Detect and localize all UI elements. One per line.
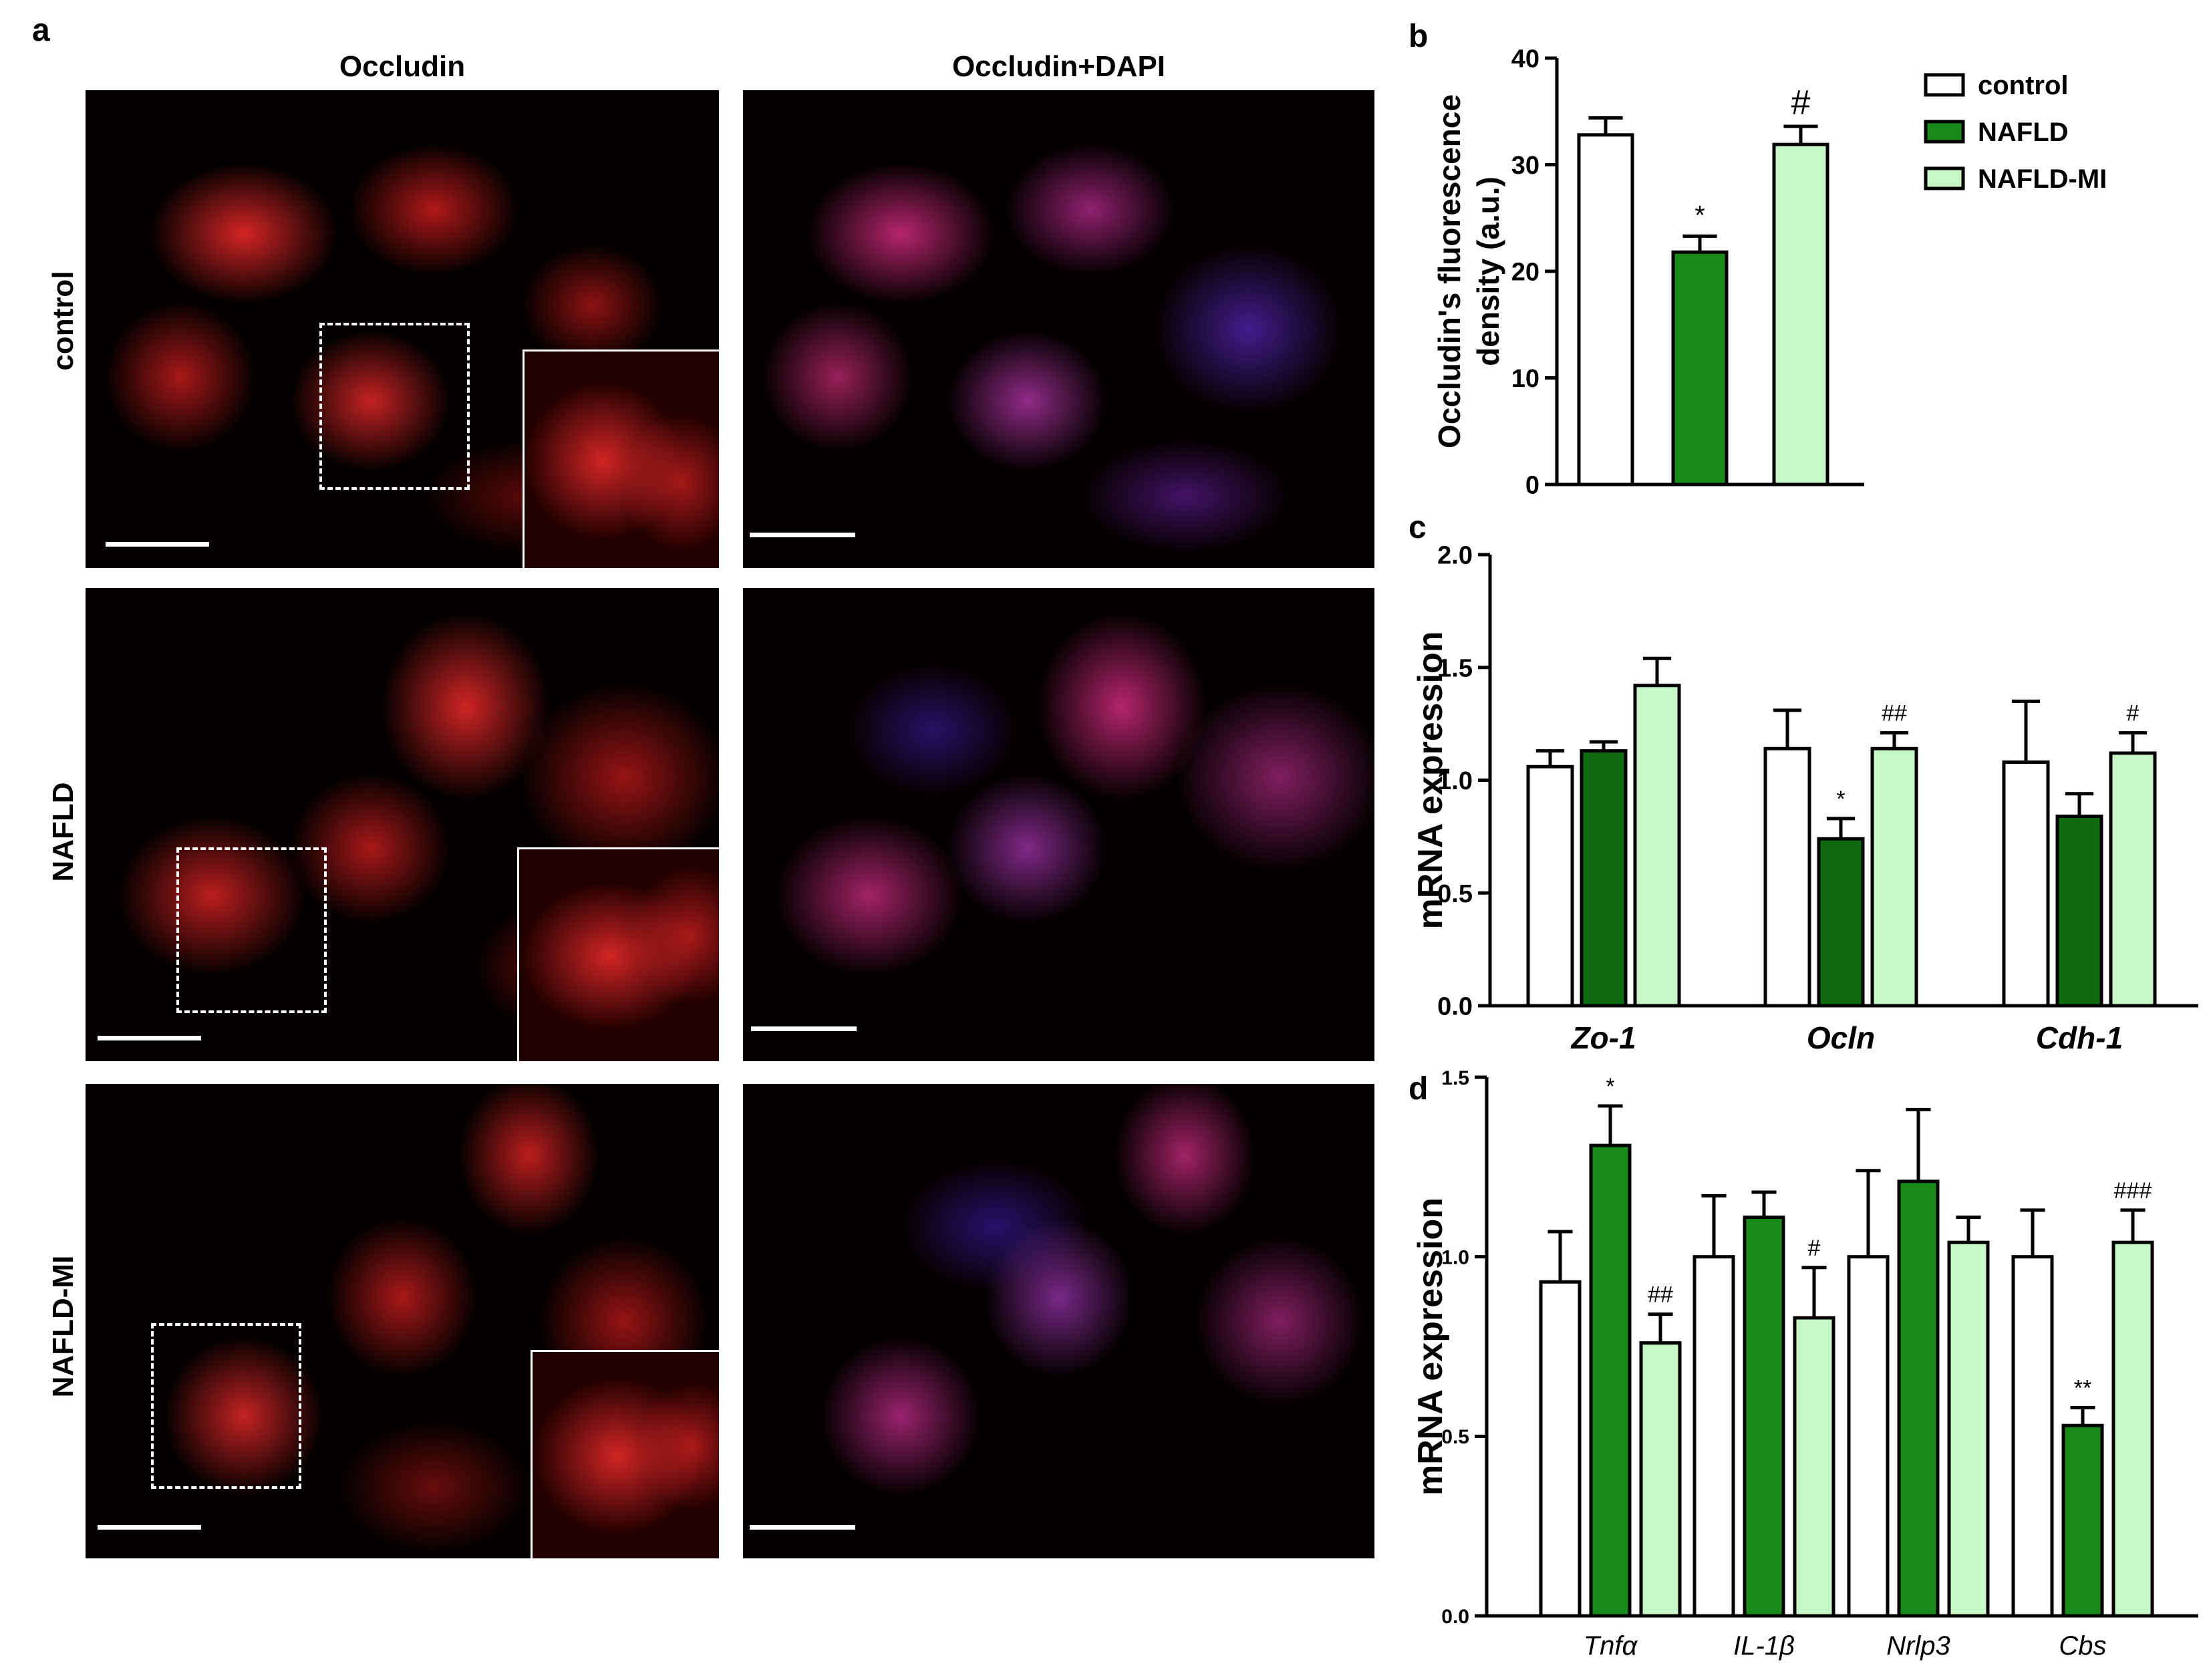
- significance-label: #: [1808, 1236, 1821, 1261]
- bar: [2011, 1255, 2054, 1618]
- legend-swatch-nafld: [1924, 120, 1965, 144]
- significance-label: **: [2074, 1375, 2091, 1401]
- scale-bar: [98, 1525, 201, 1530]
- bar: [1526, 764, 1574, 1008]
- bar: [1577, 133, 1634, 486]
- significance-label: ##: [1882, 701, 1907, 726]
- y-tick-label: 1.0: [1437, 767, 1473, 795]
- y-tick-label: 0.0: [1437, 993, 1473, 1021]
- y-tick-label: 30: [1511, 152, 1539, 180]
- panel-letter-a: a: [32, 13, 50, 48]
- category-label: Zo-1: [1570, 1020, 1636, 1055]
- category-label: Cdh-1: [2036, 1020, 2123, 1055]
- micrograph-control-occludin: [86, 90, 719, 568]
- micrograph-control-occludin-dapi: [743, 90, 1374, 568]
- legend-label-control: control: [1978, 71, 2069, 100]
- significance-label: *: [1695, 200, 1705, 230]
- category-label: IL-1β: [1733, 1631, 1795, 1661]
- legend-label-nafld: NAFLD: [1978, 118, 2069, 147]
- zoom-inset: [517, 847, 719, 1061]
- y-tick-label: 10: [1511, 365, 1539, 393]
- micrograph-nafld-occludin-dapi: [743, 588, 1374, 1061]
- roi-box: [319, 323, 470, 490]
- y-tick-label: 2.0: [1437, 542, 1473, 570]
- bar: [1639, 1341, 1682, 1618]
- bar: [1589, 1143, 1632, 1618]
- y-tick-label: 0.5: [1441, 1426, 1469, 1448]
- bar: [1817, 837, 1865, 1008]
- y-axis-label: mRNA expression: [1411, 632, 1450, 930]
- y-axis-label: mRNA expression: [1411, 1198, 1450, 1496]
- bar: [1897, 1179, 1940, 1618]
- bar: [1772, 142, 1829, 486]
- y-tick-label: 1.5: [1441, 1067, 1469, 1089]
- scale-bar: [750, 533, 855, 537]
- bar: [1671, 250, 1729, 486]
- bar: [1633, 684, 1681, 1008]
- y-tick-label: 1.0: [1441, 1246, 1469, 1268]
- scale-bar: [106, 542, 209, 547]
- bar: [1793, 1316, 1835, 1618]
- micrograph-nafld-mi-occludin: [86, 1084, 719, 1558]
- bar: [2111, 1240, 2154, 1618]
- panel-letter-c: c: [1409, 510, 1427, 545]
- panel-letter-d: d: [1409, 1071, 1428, 1107]
- column-title-occludin-dapi: Occludin+DAPI: [951, 50, 1166, 83]
- legend-label-nafld-mi: NAFLD-MI: [1978, 164, 2107, 194]
- panel-letter-b: b: [1409, 19, 1428, 54]
- significance-label: #: [1791, 84, 1811, 122]
- category-label: Ocln: [1807, 1020, 1875, 1055]
- micrograph-nafld-mi-occludin-dapi: [743, 1084, 1374, 1558]
- bar: [1539, 1280, 1582, 1618]
- zoom-inset: [523, 349, 719, 568]
- micrograph-nafld-occludin: [86, 588, 719, 1061]
- legend-swatch-nafld-mi: [1924, 166, 1965, 190]
- bar: [2002, 760, 2050, 1008]
- y-tick-label: 0.5: [1437, 880, 1473, 908]
- y-tick-label: 0.0: [1441, 1606, 1469, 1628]
- bar: [2055, 815, 2103, 1008]
- bar: [1847, 1255, 1890, 1618]
- category-label: Tnfα: [1584, 1631, 1638, 1661]
- category-label: Nrlp3: [1886, 1631, 1950, 1661]
- y-tick-label: 1.5: [1437, 654, 1473, 682]
- scale-bar: [98, 1036, 201, 1040]
- scale-bar: [751, 1026, 857, 1031]
- y-tick-label: 20: [1511, 259, 1539, 287]
- zoom-inset: [531, 1350, 719, 1558]
- category-label: Cbs: [2059, 1631, 2106, 1661]
- significance-label: ##: [1648, 1282, 1673, 1308]
- bar: [2109, 751, 2157, 1008]
- significance-label: *: [1836, 787, 1845, 812]
- y-axis-label: Occludin's fluorescence density (a.u.): [1432, 94, 1505, 448]
- bar: [1870, 746, 1918, 1008]
- y-tick-label: 0: [1525, 472, 1539, 500]
- significance-label: ###: [2114, 1178, 2152, 1204]
- bar: [1743, 1216, 1785, 1618]
- bar: [2061, 1423, 2104, 1618]
- bar: [1947, 1240, 1990, 1618]
- bar: [1763, 746, 1811, 1008]
- roi-box: [151, 1323, 301, 1489]
- roi-box: [176, 847, 327, 1013]
- y-tick-label: 40: [1511, 45, 1539, 74]
- bar: [1580, 749, 1628, 1008]
- significance-label: *: [1606, 1074, 1614, 1099]
- significance-label: #: [2127, 701, 2140, 726]
- legend-swatch-control: [1924, 73, 1965, 97]
- column-title-occludin: Occludin: [339, 50, 466, 83]
- bar: [1692, 1255, 1735, 1618]
- scale-bar: [750, 1525, 855, 1530]
